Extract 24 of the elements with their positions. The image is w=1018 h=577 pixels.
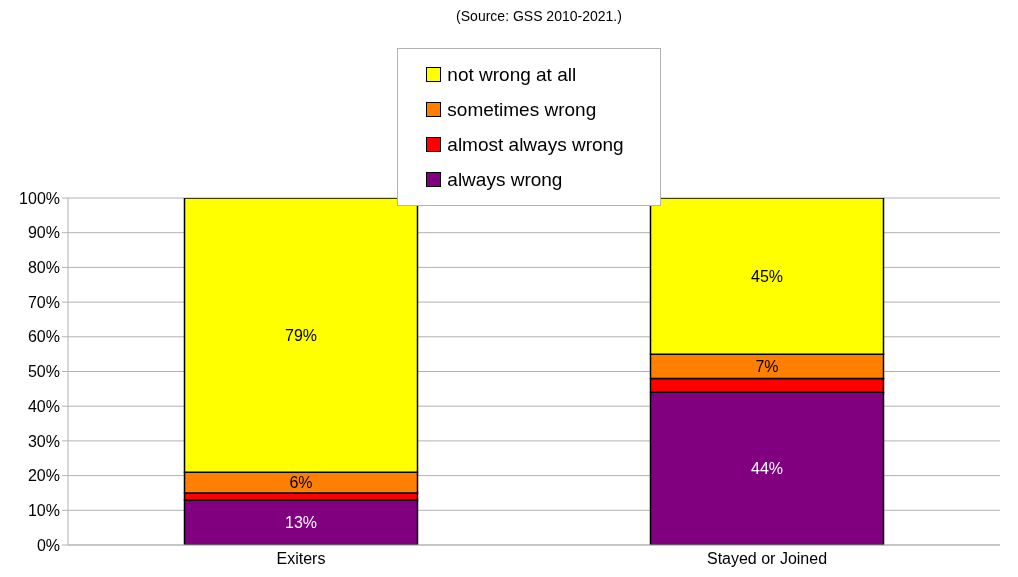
y-tick-label: 20% [27,467,60,485]
y-tick-label: 0% [36,536,60,554]
y-tick-label: 40% [27,397,60,415]
legend-label: not wrong at all [447,63,577,86]
x-tick-label: Exiters [276,550,326,568]
data-label: 44% [750,460,784,478]
data-label: 7% [755,357,779,375]
y-tick-label: 100% [19,189,60,207]
y-tick-label: 80% [27,259,60,277]
y-tick-label: 30% [27,432,60,450]
data-label: 6% [289,474,313,492]
y-tick-label: 70% [27,293,60,311]
y-tick-label: 10% [27,501,60,519]
legend-label: always wrong [447,168,563,191]
text: (Source: GSS 2010-2021.) [455,8,623,26]
data-label: 79% [284,326,318,344]
data-label: 13% [284,513,318,531]
data-label: 45% [750,267,784,285]
y-tick-label: 50% [27,363,60,381]
y-tick-label: 90% [27,224,60,242]
x-tick-label: Stayed or Joined [706,550,828,568]
y-tick-label: 60% [27,328,60,346]
legend-label: sometimes wrong [447,98,597,121]
legend-label: almost always wrong [447,133,624,156]
